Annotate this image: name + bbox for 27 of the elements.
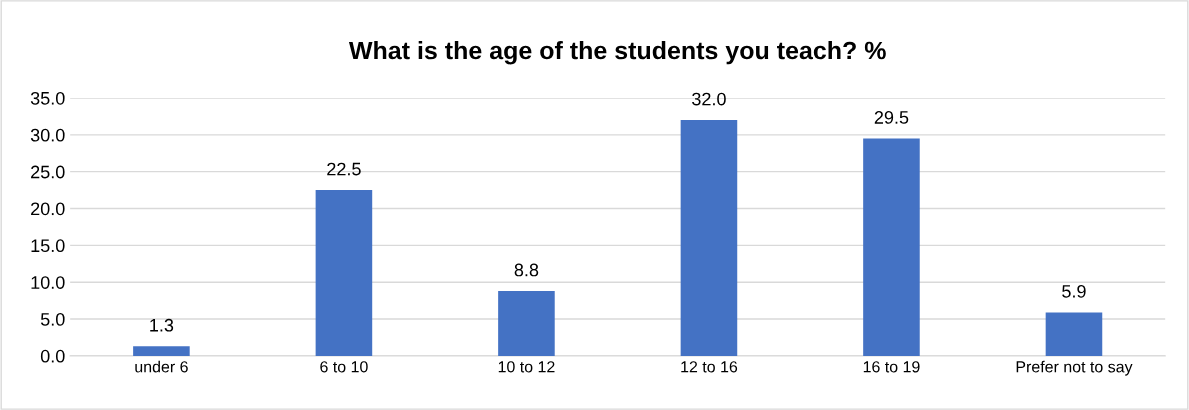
bar — [133, 346, 190, 356]
y-tick-label: 25.0 — [31, 165, 65, 179]
data-label: 5.9 — [1062, 284, 1086, 298]
bar — [863, 138, 920, 356]
y-tick-label: 35.0 — [30, 91, 65, 105]
x-tick-label: under 6 — [135, 360, 188, 373]
x-tick-label: Prefer not to say — [1016, 360, 1133, 376]
y-tick-label: 10.0 — [31, 276, 65, 289]
y-tick-label: 15.0 — [31, 239, 65, 253]
data-label: 22.5 — [327, 162, 361, 176]
x-tick-label: 6 to 10 — [320, 361, 368, 373]
data-label: 8.8 — [514, 263, 539, 277]
y-tick-label: 5.0 — [40, 312, 65, 326]
x-tick-label: 16 to 19 — [863, 361, 920, 373]
bar — [315, 190, 373, 356]
y-tick-label: 0.0 — [40, 349, 65, 363]
data-label: 1.3 — [150, 318, 174, 332]
chart-title: What is the age of the students you teach? % — [348, 40, 886, 65]
bar — [1045, 312, 1103, 356]
data-label: 29.5 — [874, 111, 909, 124]
x-tick-label: 12 to 16 — [681, 361, 738, 373]
x-tick-label: 10 to 12 — [498, 361, 555, 373]
bar — [498, 291, 555, 356]
bar — [680, 120, 738, 356]
y-tick-label: 20.0 — [31, 202, 65, 216]
data-label: 32.0 — [692, 92, 726, 106]
y-tick-label: 30.0 — [30, 128, 65, 142]
